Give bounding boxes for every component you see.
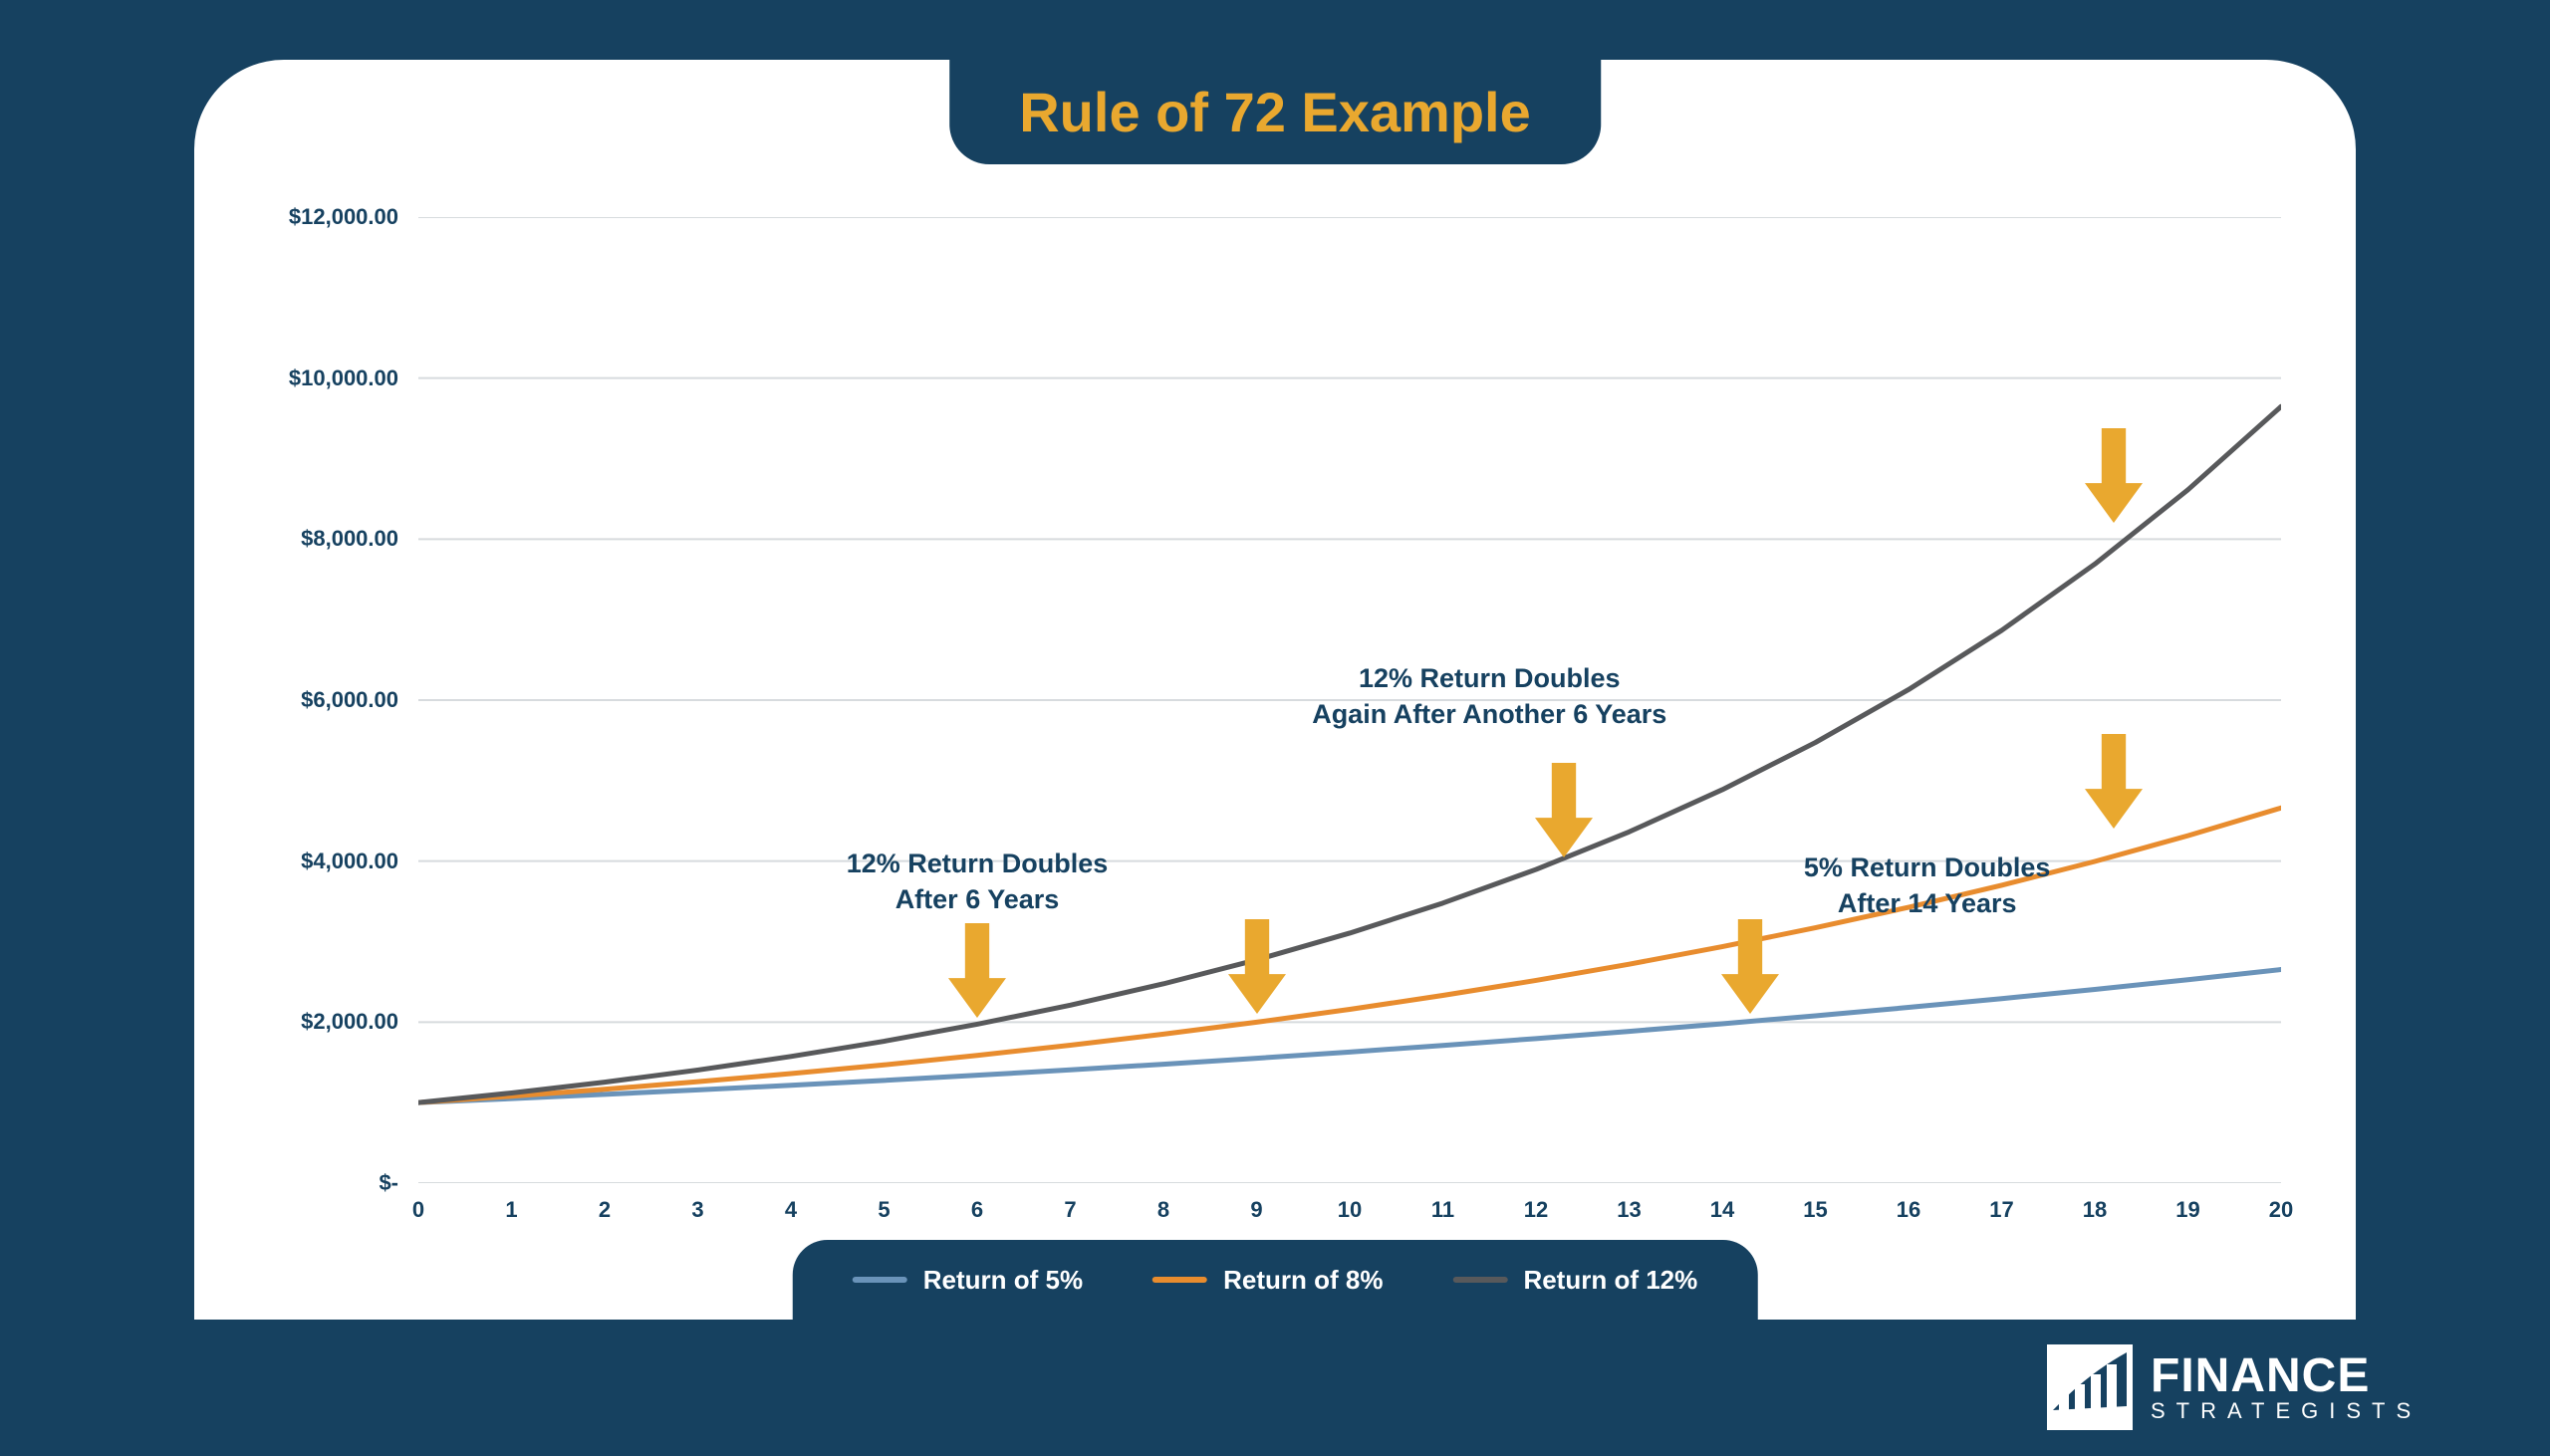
x-tick-label: 17 — [1989, 1197, 2013, 1223]
brand-logo: FINANCE STRATEGISTS — [2047, 1344, 2422, 1430]
callout-arrow-icon — [2085, 428, 2143, 528]
x-tick-label: 18 — [2083, 1197, 2107, 1223]
callout-arrow-icon — [2085, 734, 2143, 834]
x-tick-label: 2 — [599, 1197, 611, 1223]
x-tick-label: 8 — [1157, 1197, 1169, 1223]
chart-legend: Return of 5% Return of 8% Return of 12% — [793, 1240, 1758, 1320]
legend-swatch-icon — [1152, 1277, 1207, 1283]
x-tick-label: 1 — [505, 1197, 517, 1223]
x-tick-label: 11 — [1431, 1197, 1454, 1223]
chart-annotation: 12% Return DoublesAfter 6 Years — [847, 846, 1109, 918]
legend-label: Return of 8% — [1223, 1265, 1383, 1296]
x-tick-label: 6 — [971, 1197, 983, 1223]
y-tick-label: $- — [379, 1170, 398, 1196]
legend-item: Return of 12% — [1452, 1265, 1697, 1296]
x-tick-label: 16 — [1897, 1197, 1920, 1223]
x-tick-label: 10 — [1338, 1197, 1362, 1223]
x-tick-label: 4 — [785, 1197, 797, 1223]
callout-arrow-icon — [1535, 763, 1593, 862]
x-tick-label: 5 — [878, 1197, 890, 1223]
legend-item: Return of 8% — [1152, 1265, 1383, 1296]
brand-logo-main: FINANCE — [2151, 1352, 2422, 1400]
legend-item: Return of 5% — [853, 1265, 1083, 1296]
y-tick-label: $8,000.00 — [301, 526, 398, 552]
y-tick-label: $10,000.00 — [289, 365, 398, 391]
callout-arrow-icon — [948, 923, 1006, 1023]
x-tick-label: 3 — [691, 1197, 703, 1223]
legend-swatch-icon — [853, 1277, 907, 1283]
legend-label: Return of 5% — [923, 1265, 1083, 1296]
chart-plot-area: $-$2,000.00$4,000.00$6,000.00$8,000.00$1… — [418, 217, 2281, 1183]
y-tick-label: $2,000.00 — [301, 1009, 398, 1035]
x-tick-label: 19 — [2175, 1197, 2199, 1223]
brand-logo-icon — [2047, 1344, 2133, 1430]
y-tick-label: $6,000.00 — [301, 687, 398, 713]
x-tick-label: 20 — [2269, 1197, 2293, 1223]
x-tick-label: 9 — [1250, 1197, 1262, 1223]
x-tick-label: 12 — [1524, 1197, 1548, 1223]
legend-swatch-icon — [1452, 1277, 1507, 1283]
brand-logo-sub: STRATEGISTS — [2151, 1400, 2422, 1422]
x-tick-label: 13 — [1617, 1197, 1641, 1223]
brand-logo-text: FINANCE STRATEGISTS — [2151, 1352, 2422, 1422]
x-tick-label: 15 — [1803, 1197, 1827, 1223]
x-tick-label: 14 — [1710, 1197, 1734, 1223]
y-tick-label: $12,000.00 — [289, 204, 398, 230]
callout-arrow-icon — [1228, 919, 1286, 1019]
x-tick-label: 7 — [1064, 1197, 1076, 1223]
y-tick-label: $4,000.00 — [301, 849, 398, 874]
chart-title: Rule of 72 Example — [949, 60, 1601, 164]
chart-annotation: 5% Return DoublesAfter 14 Years — [1804, 849, 2051, 922]
legend-label: Return of 12% — [1523, 1265, 1697, 1296]
chart-annotation: 12% Return DoublesAgain After Another 6 … — [1312, 660, 1666, 733]
title-text: Rule of 72 Example — [1019, 81, 1531, 143]
x-tick-label: 0 — [412, 1197, 424, 1223]
callout-arrow-icon — [1721, 919, 1779, 1019]
